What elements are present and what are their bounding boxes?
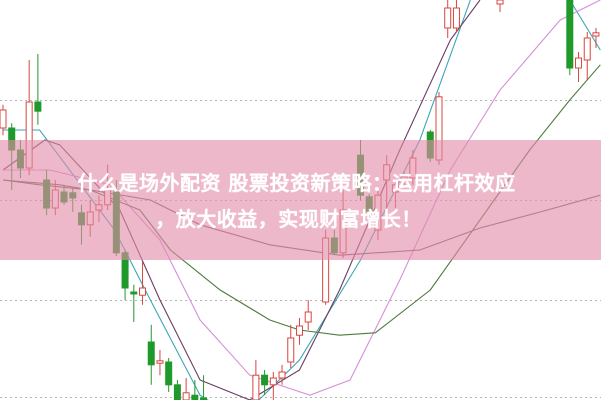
candle-up [575, 57, 583, 69]
candle-up [269, 377, 277, 386]
candle-up [0, 109, 7, 129]
candle-up [295, 325, 303, 336]
candle-down [261, 374, 269, 386]
candle-up [287, 337, 295, 363]
candle-up [139, 287, 147, 296]
title-line-2: ，放大收益，实现财富增长！ [155, 207, 422, 231]
candle-up [496, 0, 504, 5]
candle-up [278, 371, 286, 379]
title-banner [0, 140, 601, 260]
candle-down [191, 394, 199, 400]
candle-down [147, 341, 155, 366]
candle-up [156, 360, 164, 364]
candle-down [34, 101, 42, 112]
candle-down [566, 0, 574, 69]
moving-average-line [569, 0, 601, 51]
candle-up [452, 7, 460, 29]
candle-up [592, 32, 600, 37]
candle-down [130, 291, 138, 295]
candle-up [182, 392, 190, 400]
candle-up [444, 7, 452, 29]
candle-down [173, 384, 181, 400]
candle-up [583, 37, 591, 61]
title-line-1: 什么是场外配资 股票投资新策略：运用杠杆效应 [77, 171, 516, 195]
candle-up [304, 311, 312, 323]
candle-down [165, 361, 173, 386]
candle-down [200, 397, 208, 400]
candle-up [252, 374, 260, 400]
